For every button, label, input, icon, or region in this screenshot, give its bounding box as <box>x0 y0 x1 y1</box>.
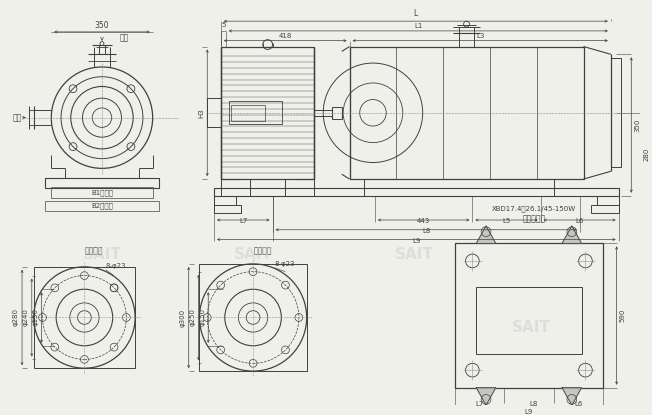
Text: 吐出法兰: 吐出法兰 <box>254 247 272 256</box>
Text: φ240: φ240 <box>23 309 29 327</box>
Text: L: L <box>414 9 418 18</box>
Text: XBD17.4～26.1/45-150W: XBD17.4～26.1/45-150W <box>492 205 576 212</box>
Text: B2水泵端: B2水泵端 <box>91 203 113 209</box>
Bar <box>611 58 621 167</box>
Text: L7: L7 <box>239 218 248 224</box>
Polygon shape <box>562 226 582 244</box>
Text: φ300: φ300 <box>180 308 186 327</box>
Text: 350: 350 <box>634 118 640 132</box>
Bar <box>455 244 603 388</box>
Text: 443: 443 <box>417 218 430 224</box>
Bar <box>597 195 619 205</box>
Text: L9: L9 <box>525 409 533 415</box>
Bar <box>349 46 584 179</box>
Text: B1电机端: B1电机端 <box>91 189 113 195</box>
Bar <box>229 101 282 124</box>
Text: L3: L3 <box>476 33 484 39</box>
Text: 8-φ23: 8-φ23 <box>106 263 126 269</box>
Bar <box>200 264 306 371</box>
Polygon shape <box>477 226 496 244</box>
Text: SAIT: SAIT <box>511 320 550 335</box>
Text: φ150: φ150 <box>200 308 205 327</box>
Bar <box>46 200 158 211</box>
Text: 吸入: 吸入 <box>13 113 22 122</box>
Text: L5: L5 <box>503 218 511 224</box>
Text: 350: 350 <box>95 21 110 30</box>
Text: L8: L8 <box>422 228 430 234</box>
Text: SAIT: SAIT <box>83 247 121 261</box>
Bar <box>221 179 250 195</box>
Text: L7: L7 <box>475 401 484 408</box>
Text: 单泵用底座: 单泵用底座 <box>522 215 545 224</box>
Bar <box>591 205 619 213</box>
Text: 吸入法兰: 吸入法兰 <box>85 247 104 256</box>
Text: 5: 5 <box>221 22 226 28</box>
Text: 418: 418 <box>278 33 292 39</box>
Bar <box>285 179 314 195</box>
Text: SAIT: SAIT <box>233 247 273 261</box>
Polygon shape <box>477 388 496 405</box>
Bar <box>214 195 235 205</box>
Text: L6: L6 <box>576 218 584 224</box>
Text: SAIT: SAIT <box>394 247 434 261</box>
Text: 吐出: 吐出 <box>119 33 129 42</box>
Bar <box>221 46 314 179</box>
Bar <box>231 105 265 121</box>
Text: φ280: φ280 <box>13 308 19 327</box>
Text: φ150: φ150 <box>33 308 38 327</box>
Text: 280: 280 <box>644 148 650 161</box>
Bar <box>214 205 241 213</box>
Bar <box>477 287 582 354</box>
Text: L1: L1 <box>414 23 422 29</box>
Text: L8: L8 <box>529 401 538 408</box>
Text: H3: H3 <box>198 108 204 118</box>
Text: 590: 590 <box>619 309 625 322</box>
Text: L9: L9 <box>412 237 421 244</box>
Bar <box>207 98 221 127</box>
Bar <box>214 188 619 195</box>
Bar <box>34 267 135 368</box>
Text: L6: L6 <box>574 401 583 408</box>
Bar <box>52 187 153 198</box>
Text: 8-φ23: 8-φ23 <box>274 261 295 267</box>
Polygon shape <box>562 388 582 405</box>
Bar <box>46 178 158 188</box>
Text: φ250: φ250 <box>190 309 196 327</box>
